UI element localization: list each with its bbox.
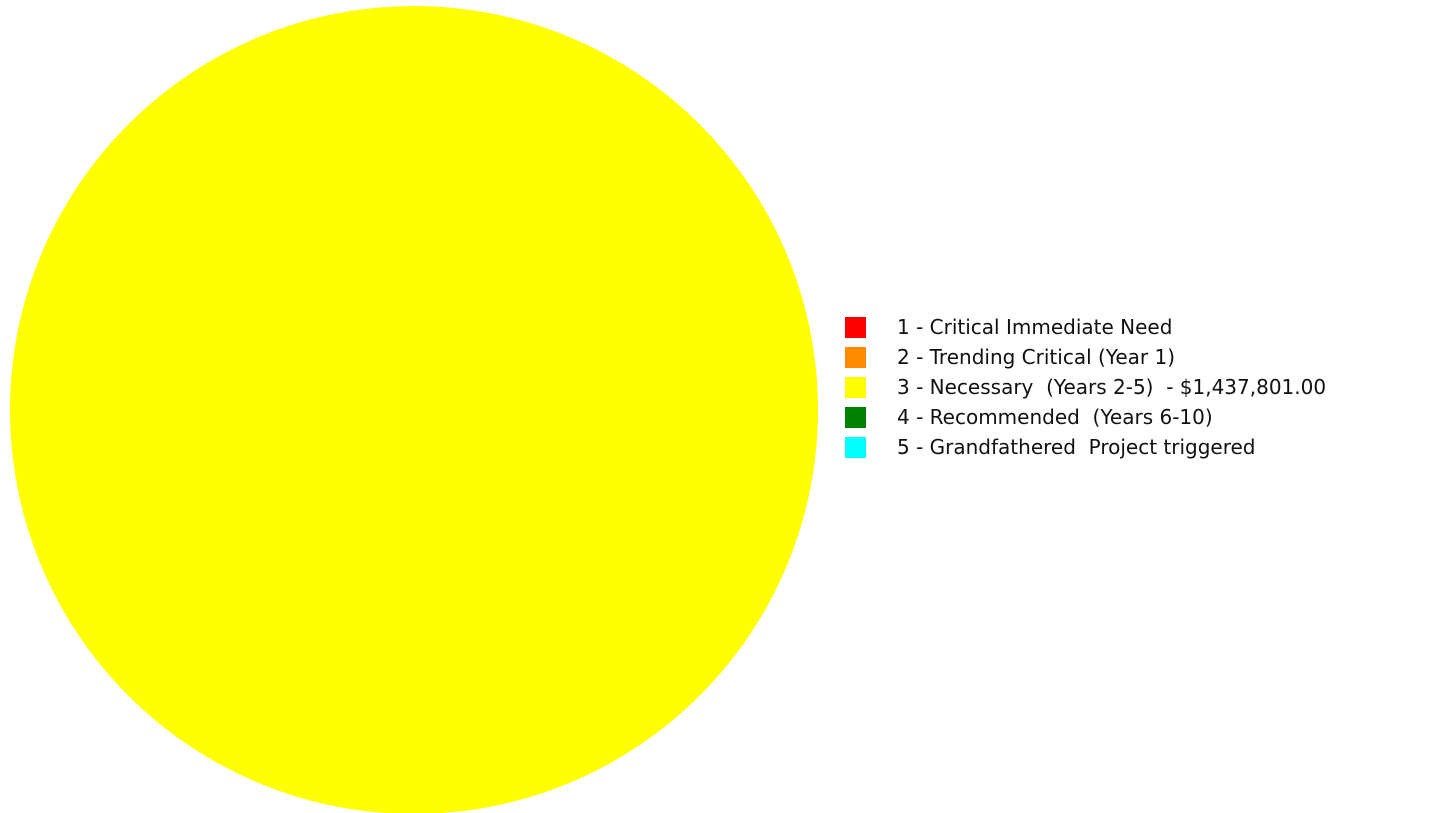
pie-slice-3-necessary-years-2-5-1-437-801-00 — [10, 6, 818, 813]
pie-chart — [10, 6, 818, 813]
legend-swatch — [845, 347, 866, 368]
legend-swatch — [845, 317, 866, 338]
legend-label: 5 - Grandfathered Project triggered — [897, 435, 1256, 459]
legend-label: 1 - Critical Immediate Need — [897, 315, 1173, 339]
legend-swatch — [845, 437, 866, 458]
legend-item-critical-immediate-need: 1 - Critical Immediate Need — [845, 313, 1425, 343]
legend-item-grandfathered: 5 - Grandfathered Project triggered — [845, 433, 1425, 463]
legend-swatch — [845, 377, 866, 398]
legend-label: 4 - Recommended (Years 6-10) — [897, 405, 1213, 429]
chart-legend: 1 - Critical Immediate Need 2 - Trending… — [845, 313, 1425, 463]
legend-swatch — [845, 407, 866, 428]
legend-item-trending-critical: 2 - Trending Critical (Year 1) — [845, 343, 1425, 373]
legend-item-recommended: 4 - Recommended (Years 6-10) — [845, 403, 1425, 433]
legend-label: 2 - Trending Critical (Year 1) — [897, 345, 1176, 369]
legend-item-necessary: 3 - Necessary (Years 2-5) - $1,437,801.0… — [845, 373, 1425, 403]
legend-label: 3 - Necessary (Years 2-5) - $1,437,801.0… — [897, 375, 1327, 399]
